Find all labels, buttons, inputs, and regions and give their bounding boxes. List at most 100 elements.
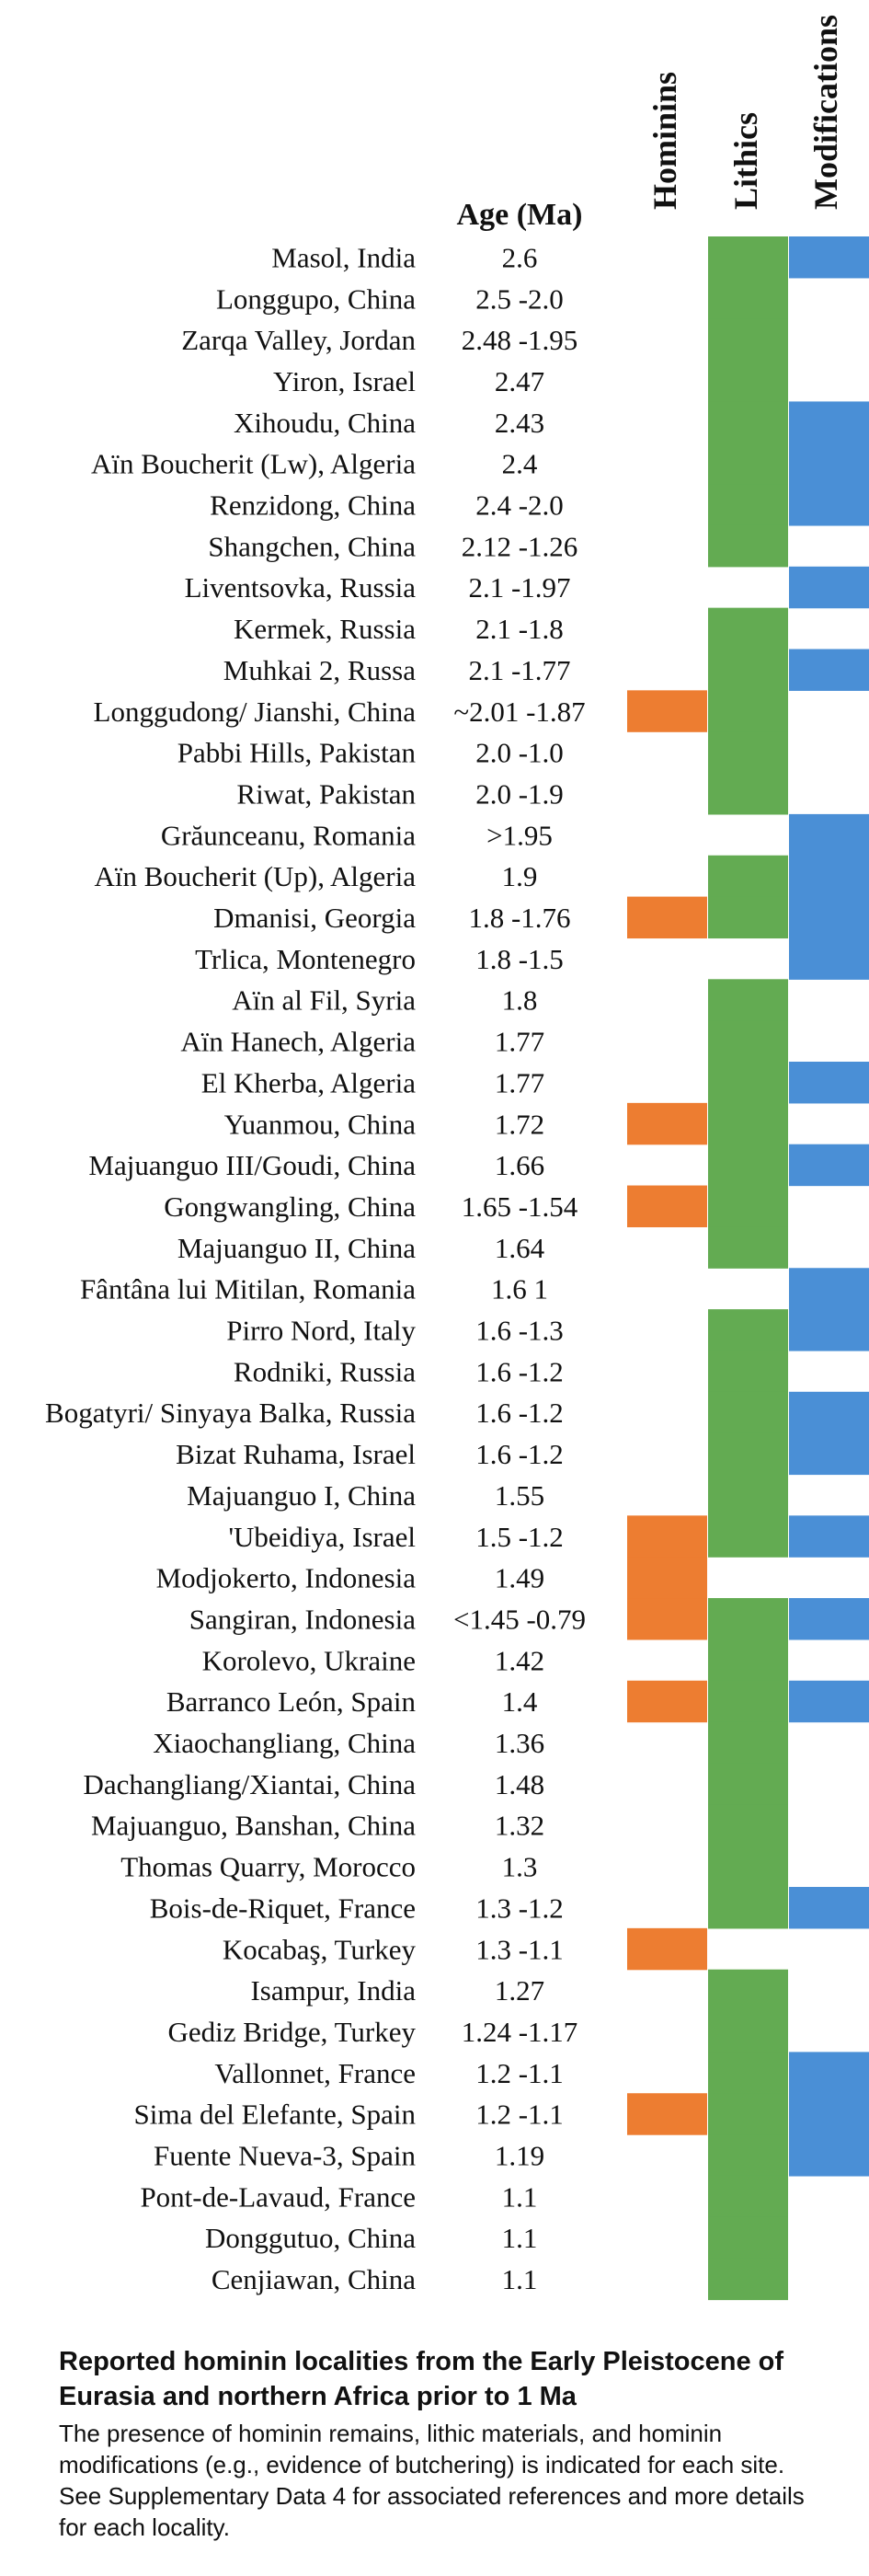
age-label: >1.95 bbox=[486, 819, 553, 851]
lithics-bar bbox=[708, 2216, 788, 2260]
modifications-bar bbox=[789, 1598, 869, 1640]
modifications-bar bbox=[789, 1680, 869, 1723]
lithics-bar bbox=[708, 1515, 788, 1558]
modifications-bar bbox=[789, 2134, 869, 2177]
age-label: ~2.01 -1.87 bbox=[453, 696, 585, 728]
age-label: 1.36 bbox=[495, 1727, 544, 1759]
site-label: Pirro Nord, Italy bbox=[226, 1315, 416, 1347]
caption-title: Reported hominin localities from the Ear… bbox=[59, 2347, 783, 2411]
site-label: Aïn Boucherit (Up), Algeria bbox=[94, 860, 416, 892]
site-label: Dachangliang/Xiantai, China bbox=[83, 1768, 416, 1800]
site-label: Majuanguo II, China bbox=[177, 1232, 416, 1264]
site-label: Yuanmou, China bbox=[224, 1108, 417, 1140]
lithics-bar bbox=[708, 1598, 788, 1640]
age-label: 1.77 bbox=[495, 1026, 544, 1058]
modifications-bar bbox=[789, 2052, 869, 2094]
modifications-bar bbox=[789, 1515, 869, 1558]
site-label: Majuanguo, Banshan, China bbox=[91, 1810, 416, 1842]
modifications-bar bbox=[789, 401, 869, 443]
lithics-bar bbox=[708, 1680, 788, 1723]
lithics-bar bbox=[708, 277, 788, 320]
lithics-bar bbox=[708, 1846, 788, 1888]
modifications-bar bbox=[789, 1144, 869, 1187]
age-label: 1.6 -1.2 bbox=[475, 1397, 564, 1429]
site-label: Majuanguo III/Goudi, China bbox=[88, 1149, 416, 1181]
modifications-bar bbox=[789, 566, 869, 609]
site-label: Kocabaş, Turkey bbox=[223, 1933, 417, 1965]
site-label: Isampur, India bbox=[250, 1974, 416, 2007]
age-label: 1.48 bbox=[495, 1768, 544, 1800]
lithics-bar bbox=[708, 649, 788, 691]
lithics-bar bbox=[708, 1144, 788, 1187]
site-label: Bois-de-Riquet, France bbox=[150, 1892, 416, 1924]
lithics-bar bbox=[708, 484, 788, 526]
site-label: Korolevo, Ukraine bbox=[202, 1644, 416, 1676]
site-label: Shangchen, China bbox=[208, 530, 416, 562]
age-label: 1.6 -1.2 bbox=[475, 1438, 564, 1470]
site-label: Aïn Boucherit (Lw), Algeria bbox=[91, 448, 416, 480]
lithics-bar bbox=[708, 2258, 788, 2301]
hominins-bar bbox=[627, 2093, 707, 2135]
hominins-column-header: Hominins bbox=[646, 72, 683, 210]
age-label: 1.8 bbox=[502, 984, 538, 1017]
hominins-bar bbox=[627, 1598, 707, 1640]
site-label: Fuente Nueva-3, Spain bbox=[154, 2140, 416, 2172]
site-label: Donggutuo, China bbox=[205, 2222, 416, 2254]
lithics-bar bbox=[708, 1185, 788, 1227]
modifications-bar bbox=[789, 1432, 869, 1476]
lithics-bar bbox=[708, 360, 788, 402]
site-label: Zarqa Valley, Jordan bbox=[181, 324, 416, 356]
lithics-bar bbox=[708, 1763, 788, 1805]
site-label: Muhkai 2, Russa bbox=[223, 654, 416, 686]
age-label: 1.4 bbox=[502, 1685, 538, 1718]
lithics-bar bbox=[708, 2175, 788, 2218]
site-label: Bogatyri/ Sinyaya Balka, Russia bbox=[45, 1397, 416, 1429]
site-label: Pont-de-Lavaud, France bbox=[140, 2180, 416, 2213]
modifications-bar bbox=[789, 443, 869, 485]
lithics-bar bbox=[708, 1474, 788, 1516]
age-label: 1.8 -1.5 bbox=[475, 943, 564, 975]
site-label: Xihoudu, China bbox=[234, 407, 416, 439]
site-label: Yiron, Israel bbox=[273, 365, 416, 397]
lithics-bar bbox=[708, 979, 788, 1021]
site-label: Riwat, Pakistan bbox=[236, 777, 416, 810]
age-label: 1.27 bbox=[495, 1974, 544, 2007]
lithics-bar bbox=[708, 524, 788, 568]
age-label: 1.9 bbox=[502, 860, 538, 892]
site-label: Longgudong/ Jianshi, China bbox=[94, 696, 417, 728]
modifications-bar bbox=[789, 2093, 869, 2135]
site-label: Sima del Elefante, Spain bbox=[134, 2099, 417, 2131]
age-label: 1.2 -1.1 bbox=[475, 2099, 564, 2131]
age-label: 1.6 1 bbox=[491, 1273, 548, 1305]
modifications-bar bbox=[789, 813, 869, 857]
lithics-bar bbox=[708, 690, 788, 732]
hominins-bar bbox=[627, 690, 707, 732]
lithics-bar bbox=[708, 236, 788, 279]
age-label: 1.77 bbox=[495, 1066, 544, 1098]
site-label: Gediz Bridge, Turkey bbox=[167, 2016, 416, 2048]
age-label: 1.66 bbox=[495, 1149, 544, 1181]
lithics-bar bbox=[708, 2093, 788, 2135]
age-label: <1.45 -0.79 bbox=[453, 1603, 586, 1635]
age-label: 2.4 -2.0 bbox=[475, 489, 564, 522]
age-label: 1.1 bbox=[502, 2263, 538, 2295]
hominins-bar bbox=[627, 896, 707, 939]
site-label: Xiaochangliang, China bbox=[153, 1727, 416, 1759]
age-label: 1.55 bbox=[495, 1479, 544, 1512]
age-label: 1.1 bbox=[502, 2180, 538, 2213]
age-label: 1.8 -1.76 bbox=[468, 902, 570, 934]
lithics-bar bbox=[708, 1062, 788, 1104]
age-label: 2.48 -1.95 bbox=[462, 324, 578, 356]
site-label: Thomas Quarry, Morocco bbox=[120, 1851, 416, 1883]
age-label: 2.6 bbox=[502, 241, 538, 273]
site-label: Trlica, Montenegro bbox=[195, 943, 416, 975]
lithics-bar bbox=[708, 1804, 788, 1846]
modifications-bar bbox=[789, 236, 869, 279]
lithics-bar bbox=[708, 773, 788, 815]
site-label: El Kherba, Algeria bbox=[201, 1066, 417, 1098]
site-table-chart: Age (Ma) Hominins Lithics Modifications Mas… bbox=[45, 15, 869, 2301]
lithics-bar bbox=[708, 1020, 788, 1063]
lithics-bar bbox=[708, 607, 788, 650]
column-headers: Age (Ma) Hominins Lithics Modifications bbox=[457, 15, 844, 232]
lithics-bar bbox=[708, 1969, 788, 2012]
